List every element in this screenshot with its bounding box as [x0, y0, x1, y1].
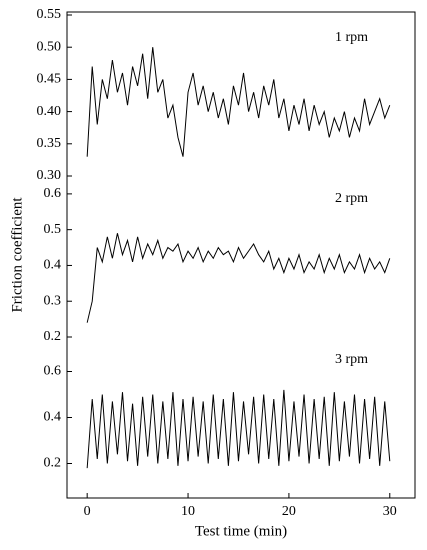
y-tick-label: 0.5 [44, 222, 62, 237]
data-line [86, 47, 391, 157]
y-tick-label: 0.3 [44, 293, 62, 308]
y-tick-label: 0.6 [44, 364, 62, 379]
annotation: 1 rpm [335, 30, 368, 45]
y-tick-label: 0.6 [44, 186, 62, 201]
x-axis-label: Test time (min) [195, 523, 287, 539]
y-tick-label: 0.30 [37, 168, 62, 183]
y-tick-label: 0.40 [37, 104, 62, 119]
y-tick-label: 0.35 [37, 136, 62, 151]
x-tick-label: 10 [181, 504, 195, 519]
annotation: 3 rpm [335, 352, 368, 367]
data-line [86, 389, 391, 469]
x-tick-label: 30 [383, 504, 397, 519]
y-tick-label: 0.45 [37, 72, 62, 87]
y-tick-label: 0.2 [44, 329, 62, 344]
plot-frame [66, 11, 416, 499]
y-tick-label: 0.4 [44, 258, 62, 273]
x-tick-label: 20 [282, 504, 296, 519]
data-line [86, 233, 391, 323]
y-axis-label: Friction coefficient [9, 197, 25, 313]
annotation: 2 rpm [335, 191, 368, 206]
y-tick-label: 0.4 [44, 410, 62, 425]
y-tick-label: 0.50 [37, 39, 62, 54]
y-tick-label: 0.2 [44, 456, 62, 471]
x-tick-label: 0 [84, 504, 91, 519]
y-tick-label: 0.55 [37, 7, 62, 22]
